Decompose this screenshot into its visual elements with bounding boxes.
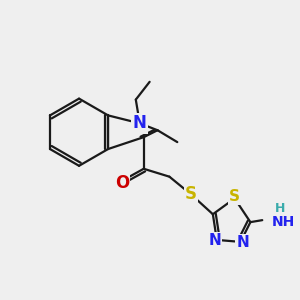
Text: N: N [133, 114, 147, 132]
Text: NH: NH [272, 215, 296, 229]
Text: S: S [185, 185, 197, 203]
Text: N: N [208, 233, 221, 248]
Text: N: N [236, 236, 249, 250]
Text: O: O [115, 174, 129, 192]
Text: H: H [275, 202, 286, 215]
Text: S: S [229, 189, 240, 204]
